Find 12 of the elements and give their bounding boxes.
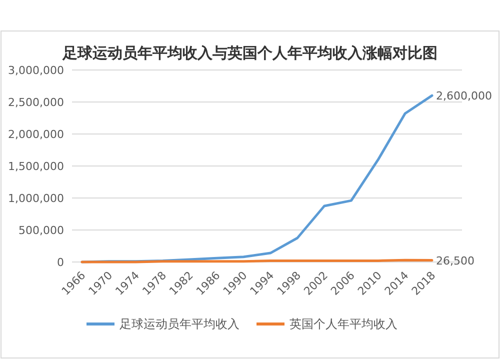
- y-tick-label: 3,000,000: [8, 64, 64, 77]
- data-label: 2,600,000: [436, 90, 492, 103]
- y-tick-label: 1,000,000: [8, 192, 64, 205]
- y-tick-label: 2,000,000: [8, 128, 64, 141]
- legend-label: 英国个人年平均收入: [290, 317, 398, 331]
- chart-title: 足球运动员年平均收入与英国个人年平均收入涨幅对比图: [62, 44, 438, 62]
- legend-label: 足球运动员年平均收入: [120, 317, 240, 331]
- y-tick-label: 2,500,000: [8, 96, 64, 109]
- y-tick-label: 500,000: [18, 224, 64, 237]
- data-label: 26,500: [436, 254, 474, 268]
- y-tick-label: 0: [57, 256, 64, 269]
- y-tick-label: 1,500,000: [8, 160, 64, 173]
